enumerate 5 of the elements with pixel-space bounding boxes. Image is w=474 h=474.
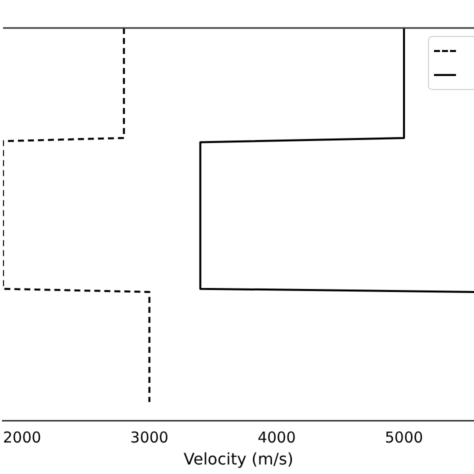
x-tick-label: 3000	[130, 428, 168, 447]
x-tick-label: 4000	[258, 428, 296, 447]
x-tick-label: 2000	[2, 428, 42, 447]
x-axis-title: Velocity (m/s)	[184, 450, 294, 469]
x-tick-label: 5000	[384, 428, 424, 447]
